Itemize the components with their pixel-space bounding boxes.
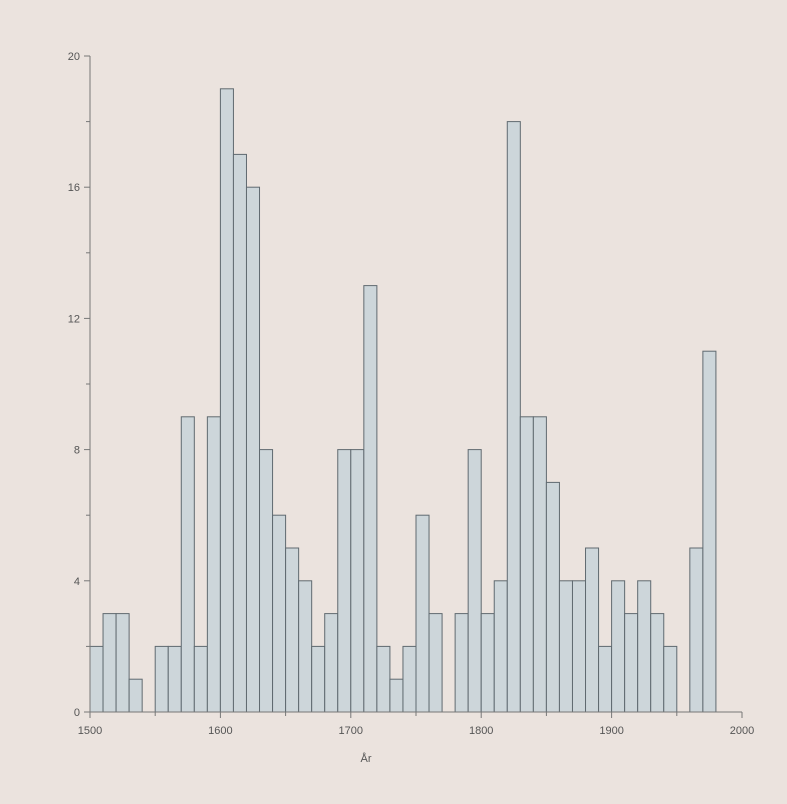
histogram-bar xyxy=(128,678,143,713)
histogram-bar xyxy=(702,350,717,713)
histogram-bar xyxy=(637,580,652,713)
x-tick-label: 1600 xyxy=(208,725,232,737)
histogram-bar xyxy=(232,153,247,713)
histogram-bar xyxy=(624,613,639,713)
x-axis-label: År xyxy=(361,752,372,765)
histogram-bar xyxy=(272,514,287,713)
histogram-bar xyxy=(206,416,221,713)
histogram-bar xyxy=(506,121,521,713)
histogram-bar xyxy=(480,613,495,713)
histogram-bar xyxy=(219,88,234,713)
histogram-bar xyxy=(571,580,587,713)
histogram-bar xyxy=(454,613,469,713)
histogram-bar xyxy=(89,645,104,713)
y-tick-label: 12 xyxy=(68,313,80,325)
histogram-bar xyxy=(285,547,300,713)
histogram-bar xyxy=(337,449,352,713)
histogram-bar xyxy=(545,481,560,713)
y-tick-label: 8 xyxy=(74,445,80,457)
histogram-bar xyxy=(245,186,261,713)
histogram-bar xyxy=(389,678,404,713)
histogram-bar xyxy=(585,547,600,713)
histogram-bar xyxy=(467,449,482,713)
y-tick-label: 0 xyxy=(74,707,80,719)
histogram-bar xyxy=(180,416,195,713)
histogram-bar xyxy=(154,645,169,713)
histogram-bar xyxy=(558,580,573,713)
histogram-bar xyxy=(519,416,534,713)
histogram-bar xyxy=(311,645,326,713)
histogram-bar xyxy=(324,613,339,713)
histogram-bar xyxy=(298,580,313,713)
histogram-bar xyxy=(376,645,391,713)
y-tick-label: 16 xyxy=(68,182,80,194)
histogram-bar xyxy=(193,645,208,713)
y-tick-label: 4 xyxy=(74,576,80,588)
histogram-bar xyxy=(689,547,704,713)
histogram-bar xyxy=(663,645,678,713)
x-tick-label: 1700 xyxy=(339,725,363,737)
histogram-bar xyxy=(415,514,430,713)
histogram-bar xyxy=(598,645,613,713)
histogram-bar xyxy=(167,645,182,713)
y-ticks-group: 0 4 8 12 16 20 xyxy=(68,51,90,719)
x-tick-label: 1800 xyxy=(469,725,493,737)
x-tick-label: 1900 xyxy=(599,725,623,737)
x-tick-label: 1500 xyxy=(78,725,102,737)
histogram-bar xyxy=(402,645,417,713)
x-tick-label: 2000 xyxy=(730,725,754,737)
histogram-bar xyxy=(363,285,378,713)
histogram-bar xyxy=(259,449,274,713)
histogram-bar xyxy=(115,613,130,713)
histogram-bar xyxy=(102,613,117,713)
histogram-bar xyxy=(350,449,365,713)
histogram-bar xyxy=(493,580,508,713)
histogram-bar xyxy=(428,613,443,713)
x-ticks-group: 1500 1600 1700 1800 1900 2000 xyxy=(78,712,754,737)
histogram-bar xyxy=(650,613,665,713)
histogram-bar xyxy=(611,580,626,713)
histogram-bar xyxy=(532,416,547,713)
y-tick-label: 20 xyxy=(68,51,80,63)
